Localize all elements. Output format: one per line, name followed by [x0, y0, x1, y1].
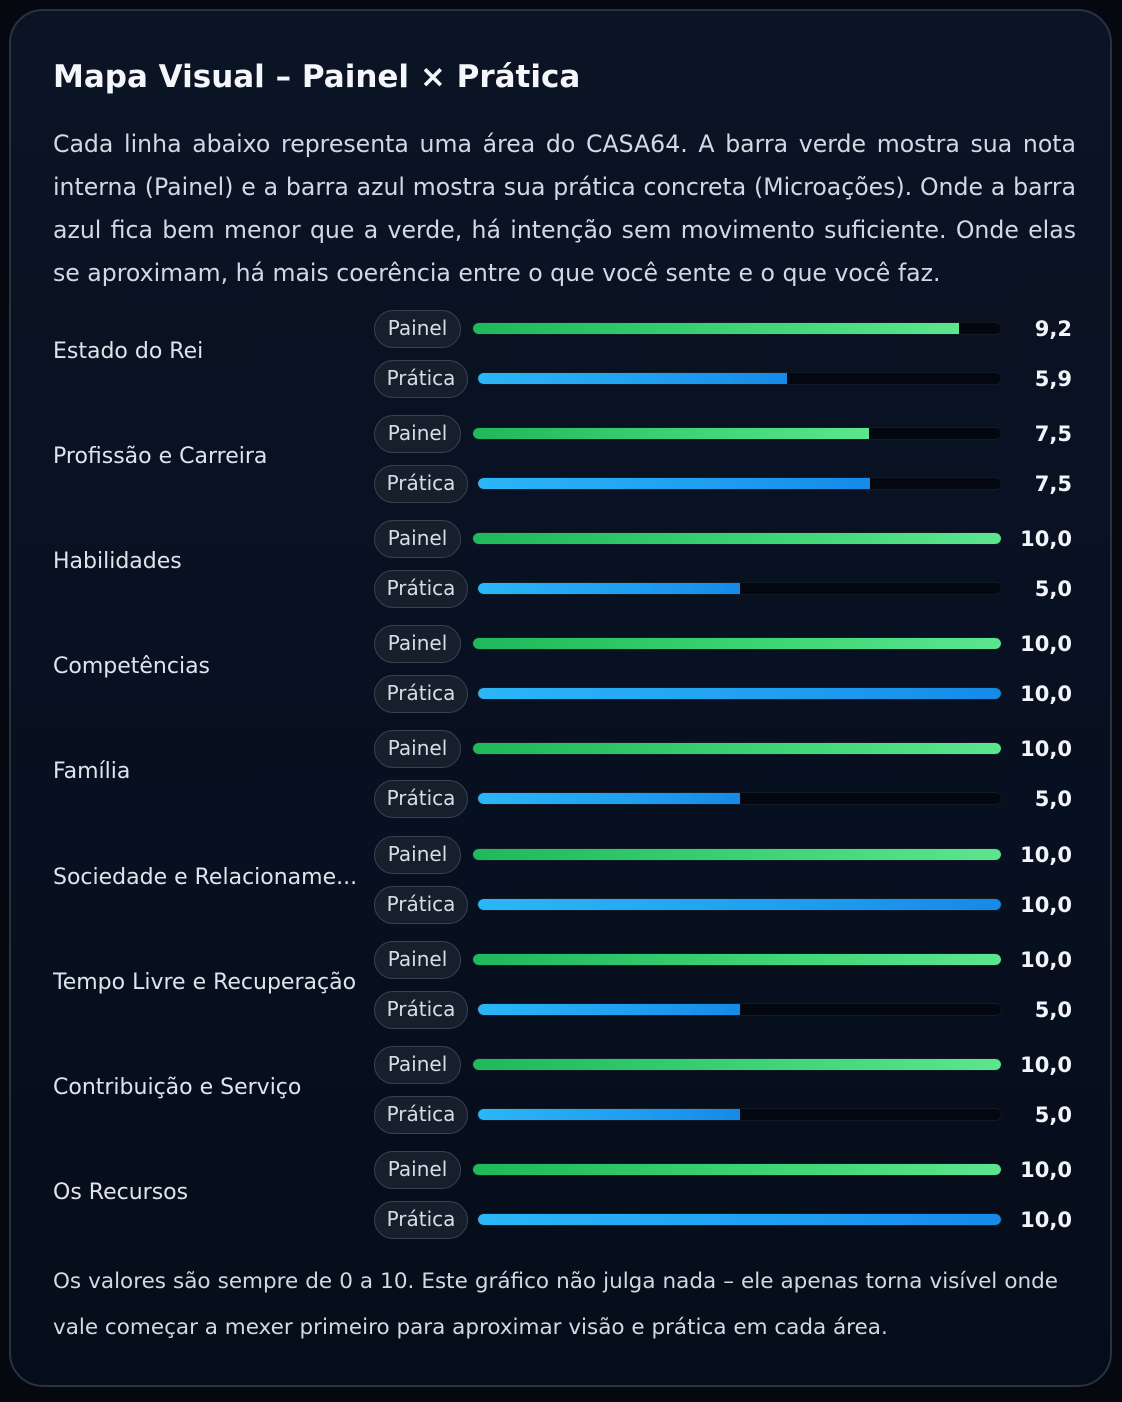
painel-bar: [473, 428, 869, 440]
intro-text: Cada linha abaixo representa uma área do…: [53, 130, 1076, 287]
pratica-bar-track: [477, 477, 1002, 491]
pratica-bar: [478, 1213, 1001, 1225]
painel-bar: [473, 1058, 1001, 1070]
pratica-bar: [478, 373, 787, 384]
painel-value: 10,0: [1020, 737, 1072, 762]
pratica-bar-track: [477, 1107, 1002, 1121]
painel-value: 10,0: [1020, 632, 1072, 657]
area-label: Competências: [53, 654, 211, 680]
pratica-value: 5,0: [1034, 577, 1072, 602]
painel-bar: [473, 638, 1001, 650]
pratica-bar: [478, 478, 871, 490]
painel-pill: Painel: [374, 415, 461, 454]
painel-bar: [473, 533, 1001, 545]
pratica-pill: Prática: [374, 990, 468, 1029]
painel-pill: Painel: [374, 1150, 461, 1189]
pratica-bar-track: [477, 372, 1002, 385]
pratica-value: 10,0: [1020, 682, 1072, 707]
area-label: Tempo Livre e Recuperação: [53, 969, 357, 995]
pratica-pill: Prática: [374, 1200, 468, 1239]
painel-value: 10,0: [1020, 1052, 1072, 1077]
footer-text: Os valores são sempre de 0 a 10. Este gr…: [53, 1269, 1058, 1340]
pratica-pill: Prática: [374, 465, 468, 504]
pratica-value: 5,0: [1034, 787, 1072, 812]
area-label: Profissão e Carreira: [53, 444, 268, 470]
pratica-bar-track: [477, 1212, 1002, 1226]
painel-bar: [473, 1163, 1001, 1175]
pratica-pill: Prática: [374, 570, 468, 609]
painel-value: 7,5: [1034, 422, 1072, 447]
painel-value: 10,0: [1020, 527, 1072, 552]
pratica-bar-track: [477, 687, 1002, 701]
painel-pill: Painel: [374, 940, 461, 979]
painel-pill: Painel: [374, 730, 461, 769]
pratica-bar: [478, 1003, 740, 1015]
painel-value: 10,0: [1020, 842, 1072, 867]
chart-title: Mapa Visual – Painel × Prática: [53, 59, 581, 95]
area-label: Contribuição e Serviço: [53, 1074, 302, 1100]
pratica-bar-track: [477, 582, 1002, 596]
painel-value: 10,0: [1020, 1157, 1072, 1182]
painel-pill: Painel: [374, 625, 461, 664]
painel-pill: Painel: [374, 1045, 461, 1084]
chart-card: Mapa Visual – Painel × Prática Cada linh…: [9, 9, 1112, 1387]
area-label: Família: [53, 759, 131, 785]
pratica-value: 10,0: [1020, 1207, 1072, 1232]
area-label: Sociedade e Relacioname...: [53, 864, 358, 890]
painel-bar-track: [472, 1057, 1002, 1071]
pratica-bar-track: [477, 897, 1002, 911]
pratica-bar-track: [477, 1002, 1002, 1016]
painel-bar: [473, 323, 959, 334]
pratica-pill: Prática: [374, 1095, 468, 1134]
painel-bar: [473, 743, 1001, 755]
pratica-value: 7,5: [1034, 472, 1072, 497]
pratica-bar: [478, 898, 1001, 910]
pratica-value: 10,0: [1020, 892, 1072, 917]
pratica-value: 5,9: [1034, 367, 1072, 391]
pratica-value: 5,0: [1034, 1102, 1072, 1127]
painel-bar-track: [472, 637, 1002, 651]
area-label: Habilidades: [53, 549, 182, 575]
painel-bar-track: [472, 1162, 1002, 1176]
pratica-bar: [478, 583, 740, 595]
painel-pill: Painel: [374, 520, 461, 559]
painel-bar-track: [472, 847, 1002, 861]
pratica-bar: [478, 688, 1001, 700]
painel-bar-track: [472, 427, 1002, 441]
painel-value: 10,0: [1020, 947, 1072, 972]
painel-bar-track: [472, 322, 1002, 335]
painel-bar-track: [472, 742, 1002, 756]
painel-bar-track: [472, 952, 1002, 966]
area-label: Os Recursos: [53, 1179, 189, 1205]
pratica-bar-track: [477, 792, 1002, 806]
painel-bar: [473, 848, 1001, 860]
pratica-pill: Prática: [374, 780, 468, 819]
painel-bar-track: [472, 532, 1002, 546]
painel-value: 9,2: [1034, 317, 1072, 341]
pratica-value: 5,0: [1034, 997, 1072, 1022]
painel-bar: [473, 953, 1001, 965]
pratica-bar: [478, 1108, 740, 1120]
pratica-bar: [478, 793, 740, 805]
pratica-pill: Prática: [374, 885, 468, 924]
painel-pill: Painel: [374, 310, 461, 348]
area-label: Estado do Rei: [53, 339, 204, 364]
painel-pill: Painel: [374, 835, 461, 874]
pratica-pill: Prática: [374, 675, 468, 714]
pratica-pill: Prática: [374, 360, 468, 398]
